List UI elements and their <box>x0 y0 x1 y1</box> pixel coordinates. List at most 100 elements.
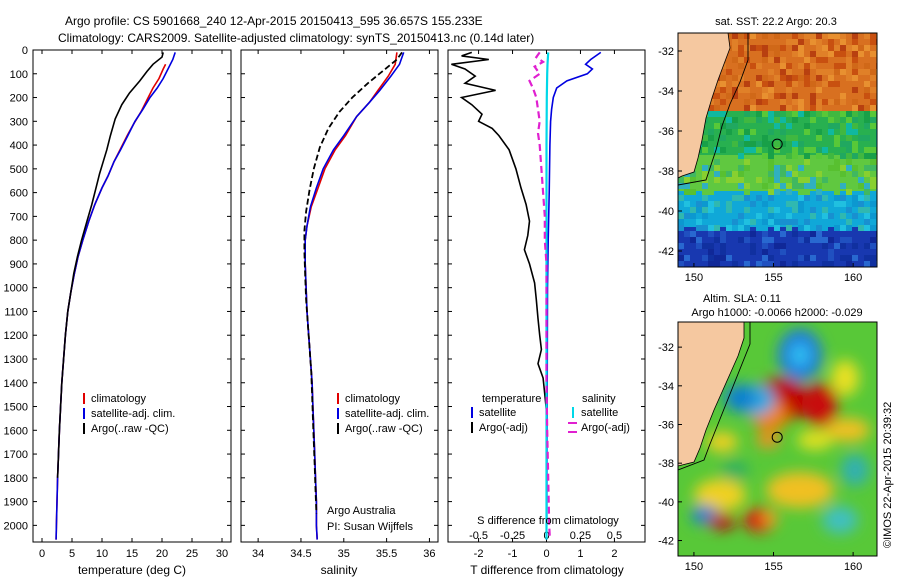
sst-pixel <box>834 201 840 207</box>
sst-pixel <box>714 123 720 129</box>
sst-pixel <box>816 45 822 51</box>
sst-pixel <box>780 183 786 189</box>
sst-pixel <box>762 159 768 165</box>
sst-pixel <box>840 255 846 261</box>
sst-pixel <box>858 165 864 171</box>
sst-pixel <box>720 237 726 243</box>
sst-pixel <box>762 87 768 93</box>
sst-pixel <box>744 129 750 135</box>
sst-pixel <box>786 81 792 87</box>
sst-pixel <box>714 147 720 153</box>
sst-pixel <box>846 129 852 135</box>
sst-pixel <box>870 219 876 225</box>
sst-pixel <box>702 207 708 213</box>
sst-pixel <box>864 117 870 123</box>
sst-pixel <box>804 75 810 81</box>
sst-pixel <box>756 147 762 153</box>
sst-pixel <box>696 243 702 249</box>
sst-pixel <box>822 213 828 219</box>
sst-pixel <box>810 99 816 105</box>
sst-pixel <box>762 111 768 117</box>
sst-pixel <box>786 231 792 237</box>
sst-pixel <box>852 117 858 123</box>
sst-pixel <box>756 141 762 147</box>
y-tick-label: 1100 <box>4 306 28 318</box>
y-tick-label: 1400 <box>4 378 28 390</box>
sst-pixel <box>762 231 768 237</box>
sst-pixel <box>744 213 750 219</box>
sst-pixel <box>768 69 774 75</box>
sst-pixel <box>744 237 750 243</box>
sst-pixel <box>858 135 864 141</box>
sst-pixel <box>822 45 828 51</box>
map-x-tick-label: 150 <box>685 561 703 573</box>
sst-pixel <box>702 189 708 195</box>
sst-pixel <box>816 147 822 153</box>
imos-watermark: ©IMOS 22-Apr-2015 20:39:32 <box>882 402 894 548</box>
sst-pixel <box>750 243 756 249</box>
sst-pixel <box>816 207 822 213</box>
sst-pixel <box>792 111 798 117</box>
sst-pixel <box>720 243 726 249</box>
sst-pixel <box>720 249 726 255</box>
y-tick-label: 1200 <box>4 330 28 342</box>
sst-pixel <box>726 69 732 75</box>
sst-pixel <box>768 237 774 243</box>
pi-annotation: PI: Susan Wijffels <box>327 521 413 533</box>
sst-pixel <box>708 201 714 207</box>
sst-pixel <box>756 63 762 69</box>
sst-pixel <box>822 207 828 213</box>
sst-pixel <box>792 171 798 177</box>
sst-pixel <box>768 129 774 135</box>
sst-pixel <box>798 225 804 231</box>
sst-pixel <box>702 147 708 153</box>
sst-pixel <box>804 123 810 129</box>
sst-pixel <box>870 39 876 45</box>
sst-pixel <box>678 255 684 261</box>
sst-pixel <box>864 249 870 255</box>
sst-pixel <box>774 177 780 183</box>
sst-pixel <box>738 177 744 183</box>
y-tick-label: 900 <box>10 259 28 271</box>
sst-pixel <box>786 123 792 129</box>
sst-pixel <box>828 81 834 87</box>
sst-land <box>678 33 731 179</box>
difference-xlabel-top: S difference from climatology <box>477 515 619 527</box>
sst-pixel <box>744 261 750 267</box>
legend-s-satellite: satellite <box>581 407 618 419</box>
sst-pixel <box>696 201 702 207</box>
sst-pixel <box>828 201 834 207</box>
sst-pixel <box>804 153 810 159</box>
sst-pixel <box>744 99 750 105</box>
sst-pixel <box>828 69 834 75</box>
sst-pixel <box>792 75 798 81</box>
sst-pixel <box>858 153 864 159</box>
sst-pixel <box>810 81 816 87</box>
x-tick-label: 25 <box>186 548 198 560</box>
y-tick-label: 0 <box>22 45 28 57</box>
sst-pixel <box>678 243 684 249</box>
sst-pixel <box>810 147 816 153</box>
sst-pixel <box>840 39 846 45</box>
sst-pixel <box>798 189 804 195</box>
sst-pixel <box>816 51 822 57</box>
sst-pixel <box>810 183 816 189</box>
sst-pixel <box>732 117 738 123</box>
sst-pixel <box>738 153 744 159</box>
sst-pixel <box>738 183 744 189</box>
sst-pixel <box>834 51 840 57</box>
sst-pixel <box>852 63 858 69</box>
x-tick-label-top: 0.25 <box>570 530 591 542</box>
sst-pixel <box>780 219 786 225</box>
y-tick-label: 300 <box>10 116 28 128</box>
sst-pixel <box>726 117 732 123</box>
sst-pixel <box>810 213 816 219</box>
sst-pixel <box>822 99 828 105</box>
sst-pixel <box>714 255 720 261</box>
sst-pixel <box>852 33 858 39</box>
legend-satellite: satellite-adj. clim. <box>345 408 429 420</box>
sst-pixel <box>870 99 876 105</box>
sst-pixel <box>822 195 828 201</box>
sst-pixel <box>756 75 762 81</box>
sst-pixel <box>798 63 804 69</box>
